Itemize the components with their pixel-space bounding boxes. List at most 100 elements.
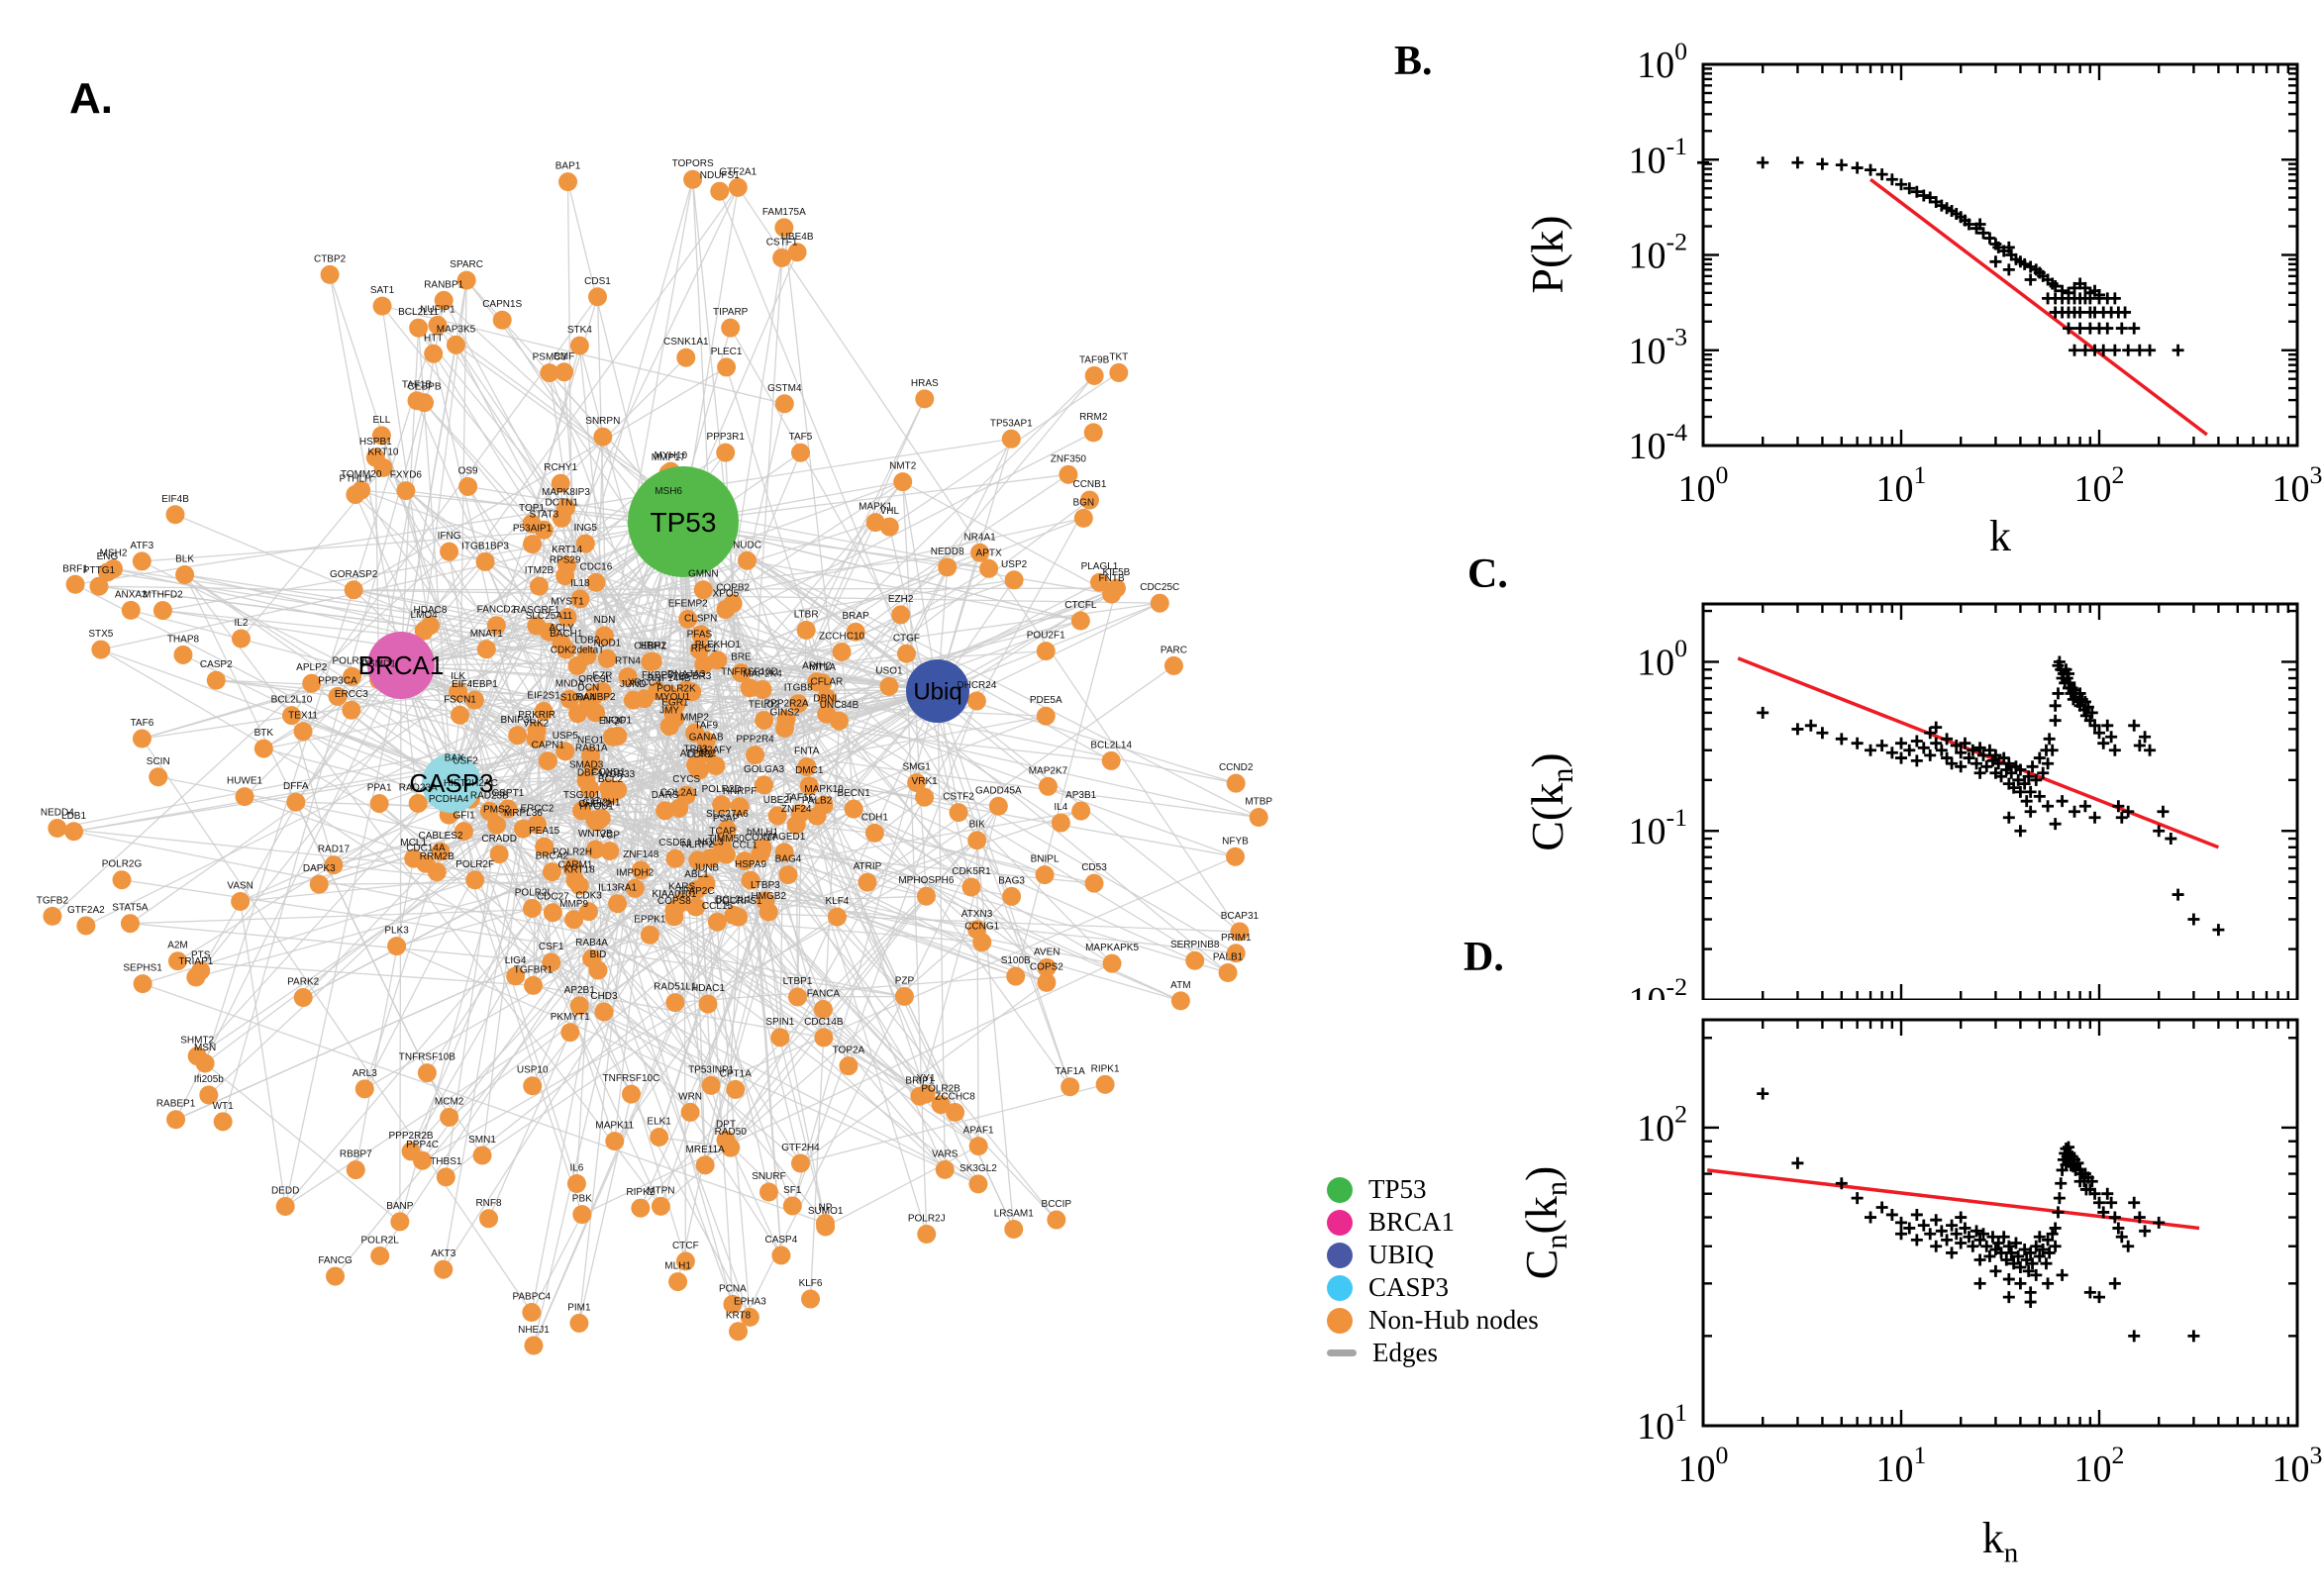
network-node	[813, 999, 833, 1019]
node-label: NUFIP1	[420, 304, 455, 315]
network-node	[1095, 1074, 1115, 1094]
node-label: AP2B1	[564, 985, 596, 996]
node-label: DCTN1	[546, 497, 579, 508]
node-label: OS9	[458, 465, 478, 476]
node-label: CSDE1	[658, 838, 692, 848]
node-label: TAF1C	[785, 793, 816, 804]
network-node	[1035, 865, 1055, 885]
network-node	[656, 801, 675, 821]
network-node	[662, 703, 682, 723]
network-node	[371, 426, 391, 446]
node-label: MMP9	[559, 899, 588, 910]
network-node	[1226, 847, 1246, 866]
node-label: MYH10	[655, 450, 688, 461]
network-node	[132, 551, 152, 571]
node-label: JUNB	[693, 862, 719, 873]
tick-label: 10-4	[1628, 418, 1687, 467]
node-label: KRT18	[564, 864, 595, 875]
network-node	[1038, 776, 1058, 796]
node-label: PCNA	[719, 1283, 747, 1294]
network-node	[293, 988, 313, 1008]
node-label: RIPK2	[626, 1187, 655, 1198]
network-node	[253, 739, 273, 758]
network-node	[556, 742, 575, 761]
hub-node-tp53	[628, 466, 739, 577]
node-label: MCM2	[435, 1097, 464, 1108]
plot-B: 100 101 102 103 100 10-1 10-2 10-3 10-4 P(k) k	[1522, 37, 2322, 560]
network-node	[786, 815, 806, 835]
network-node	[479, 801, 499, 821]
node-label: TOP1	[519, 503, 545, 514]
network-node	[799, 776, 819, 796]
network-node	[293, 722, 313, 742]
node-label: IL6	[569, 1162, 583, 1173]
network-node	[535, 837, 555, 856]
node-label: NDN	[594, 615, 616, 626]
node-label: VARS	[932, 1148, 959, 1159]
node-label: LRSAM1	[994, 1208, 1034, 1219]
network-node	[597, 648, 617, 668]
network-node	[552, 634, 571, 653]
node-label: TAF6	[131, 718, 154, 729]
network-node	[790, 443, 810, 462]
node-label: RCHY1	[544, 462, 577, 473]
node-label: PFAS	[687, 629, 713, 640]
network-node	[1002, 886, 1022, 906]
network-node	[1218, 963, 1238, 983]
node-label: ORC3L	[578, 674, 612, 685]
network-node	[354, 1079, 374, 1099]
node-label: PPP3CA	[318, 675, 357, 686]
node-label: GTF2H4	[781, 1143, 820, 1153]
plot-C: 100 10-1 10-2 C(kn)	[1522, 602, 2299, 1022]
node-label: MTBP	[1245, 796, 1272, 807]
node-label: MMP2	[680, 712, 709, 723]
node-label: KRT14	[552, 545, 582, 555]
node-label: HIST2H2AC	[444, 778, 498, 789]
node-label: LTBP3	[751, 880, 780, 891]
network-node	[669, 798, 689, 818]
node-label: SMAD3	[569, 759, 604, 770]
node-label: DCN	[578, 682, 600, 693]
network-node	[726, 1079, 746, 1099]
node-label: UQCRFS1	[715, 896, 762, 907]
fit-line	[1707, 1168, 2200, 1231]
network-node	[774, 843, 794, 862]
ubiq-swatch-icon	[1327, 1242, 1353, 1268]
network-node	[465, 870, 485, 890]
network-node	[970, 543, 990, 562]
tick-label: 10-2	[1628, 972, 1687, 1000]
network-node	[893, 472, 913, 492]
node-label: UNC84B	[820, 700, 859, 711]
node-label: USP10	[517, 1065, 549, 1076]
network-node	[788, 694, 808, 714]
node-label: NLRP2	[682, 840, 715, 850]
network-node	[555, 362, 574, 382]
network-node	[716, 1130, 736, 1149]
node-label: IL13RA1	[598, 883, 637, 894]
node-label: ERCC2	[520, 804, 554, 815]
network-node	[879, 676, 899, 696]
node-label: RNF8	[475, 1198, 502, 1209]
node-label: CEBPZ	[634, 642, 666, 652]
node-label: KLF6	[799, 1278, 823, 1289]
network-node	[751, 844, 770, 863]
network-node	[621, 1084, 641, 1104]
node-label: MLH1	[664, 1261, 691, 1272]
node-label: NQO1	[604, 715, 633, 726]
node-label: MSH6	[655, 486, 682, 497]
node-label: BID	[590, 949, 607, 960]
node-label: CCL1	[732, 840, 758, 850]
network-node	[896, 644, 916, 663]
node-label: EPHA3	[734, 1296, 766, 1307]
network-node	[1185, 950, 1205, 970]
node-label: PALB1	[1213, 952, 1244, 963]
network-node	[938, 557, 958, 577]
node-label: GSPT1	[491, 788, 524, 799]
node-label: FSCN1	[444, 694, 476, 705]
network-node	[949, 803, 968, 823]
node-label: SCIN	[147, 756, 170, 767]
node-label: STAT3	[530, 509, 559, 520]
tick-label: 10-1	[1628, 803, 1687, 852]
node-label: CHD3	[590, 991, 618, 1002]
node-label: MAP2K4	[743, 668, 782, 679]
